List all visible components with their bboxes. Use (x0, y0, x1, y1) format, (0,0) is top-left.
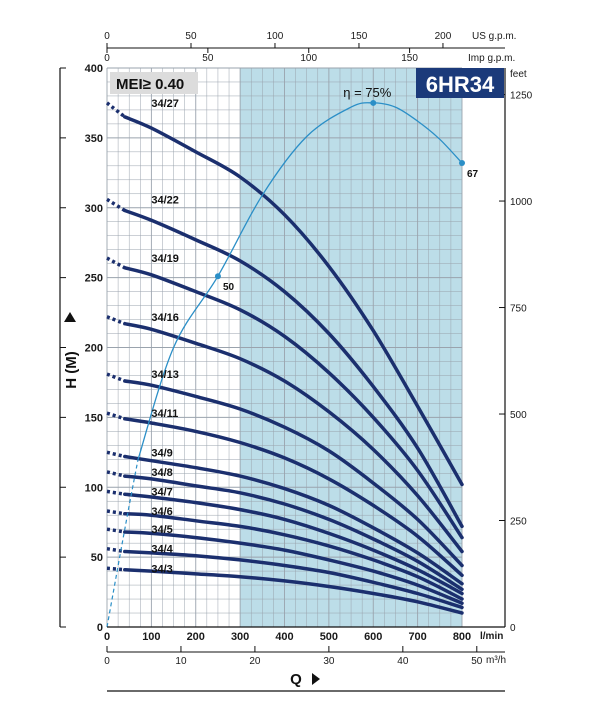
efficiency-marker (370, 99, 377, 106)
efficiency-curve (137, 102, 463, 460)
curve-label-34-16: 34/16 (151, 312, 179, 324)
curve-34-11 (123, 417, 464, 578)
curve-label-34-22: 34/22 (151, 194, 179, 206)
feet-tick-label: 1250 (510, 91, 533, 102)
curve-label-34-4: 34/4 (151, 544, 173, 556)
usgpm-tick-label: 100 (267, 31, 284, 42)
curve-dashed-34-9 (106, 450, 126, 459)
curve-label-34-13: 34/13 (151, 369, 179, 381)
m3h-tick-label: 40 (397, 656, 409, 667)
curve-34-8 (123, 474, 464, 592)
curve-dashed-34-4 (106, 546, 126, 554)
m3h-tick-label: 50 (471, 656, 483, 667)
efficiency-curve-dashed (106, 459, 139, 628)
curve-34-13 (123, 379, 464, 568)
impgpm-tick-label: 50 (202, 53, 214, 64)
curve-dashed-34-7 (106, 489, 126, 496)
feet-tick-label: 500 (510, 410, 527, 421)
m3h-tick-label: 0 (104, 656, 110, 667)
usgpm-tick-label: 200 (435, 31, 452, 42)
model-badge: 6HR34 (426, 72, 495, 97)
curve-34-16 (123, 321, 464, 554)
x-unit-top1: US g.p.m. (472, 31, 516, 42)
curve-label-34-8: 34/8 (151, 467, 172, 479)
y-unit-right: feet (510, 69, 527, 80)
x-unit-bottom: m³/h (486, 655, 506, 666)
curve-34-7 (123, 492, 464, 596)
curve-34-3 (123, 567, 464, 615)
x-tick-label: 500 (320, 631, 338, 643)
y-tick-label: 0 (97, 622, 103, 634)
curve-dashed-34-16 (106, 315, 126, 326)
feet-tick-label: 0 (510, 623, 516, 634)
impgpm-tick-label: 0 (104, 53, 110, 64)
y-tick-label: 300 (85, 203, 103, 215)
x-tick-label: 0 (104, 631, 110, 643)
m3h-tick-label: 20 (249, 656, 261, 667)
mei-label: MEI≥ 0.40 (116, 76, 184, 93)
y-tick-label: 350 (85, 133, 103, 145)
x-tick-label: 200 (187, 631, 205, 643)
curve-34-9 (123, 454, 464, 586)
y-tick-label: 150 (85, 412, 103, 424)
curve-34-5 (123, 530, 464, 605)
x-tick-label: 100 (142, 631, 160, 643)
mei-box (110, 72, 198, 94)
curve-dashed-34-13 (106, 372, 126, 383)
curve-dashed-34-11 (106, 411, 126, 421)
m3h-tick-label: 10 (175, 656, 187, 667)
curve-dashed-34-3 (106, 566, 125, 572)
x-tick-label: 300 (231, 631, 249, 643)
curve-label-34-6: 34/6 (151, 506, 172, 518)
curve-34-6 (123, 512, 464, 601)
efficiency-marker-label: 50 (223, 282, 235, 293)
x-tick-label: 800 (453, 631, 471, 643)
model-badge-box (416, 68, 504, 98)
x-unit-top2: Imp g.p.m. (468, 53, 515, 64)
efficiency-marker-label: 67 (467, 169, 479, 180)
x-unit-main: l/min (480, 631, 503, 642)
curve-label-34-5: 34/5 (151, 524, 172, 536)
feet-tick-label: 750 (510, 304, 527, 315)
curve-label-34-9: 34/9 (151, 447, 172, 459)
curve-label-34-3: 34/3 (151, 563, 172, 575)
curve-label-34-11: 34/11 (151, 408, 178, 420)
y-tick-label: 400 (85, 63, 103, 75)
impgpm-tick-label: 100 (300, 53, 317, 64)
feet-tick-label: 250 (510, 517, 527, 528)
usgpm-tick-label: 150 (351, 31, 368, 42)
x-tick-label: 700 (408, 631, 426, 643)
curve-dashed-34-8 (106, 470, 126, 478)
x-tick-label: 400 (275, 631, 293, 643)
x-tick-label: 600 (364, 631, 382, 643)
y-axis-title: H (M) (63, 351, 80, 389)
m3h-tick-label: 30 (323, 656, 335, 667)
curve-34-22 (123, 208, 464, 529)
curve-label-34-19: 34/19 (151, 253, 179, 265)
curve-34-4 (123, 549, 464, 610)
curve-34-27 (123, 115, 464, 487)
x-axis-title: Q (290, 671, 302, 688)
efficiency-label: η = 75% (343, 85, 392, 100)
curve-dashed-34-6 (106, 509, 126, 516)
curve-dashed-34-5 (106, 527, 126, 534)
y-tick-label: 200 (85, 343, 103, 355)
x-axis-arrow-icon (312, 673, 320, 685)
efficiency-marker (459, 160, 465, 167)
curve-label-34-7: 34/7 (151, 486, 172, 498)
y-tick-label: 250 (85, 273, 103, 285)
y-tick-label: 100 (85, 482, 103, 494)
usgpm-tick-label: 50 (185, 31, 197, 42)
usgpm-tick-label: 0 (104, 31, 110, 42)
curve-34-19 (123, 266, 464, 540)
efficiency-marker (214, 273, 221, 280)
y-axis-arrow-icon (64, 312, 76, 322)
curve-label-34-27: 34/27 (151, 98, 179, 110)
feet-tick-label: 1000 (510, 197, 533, 208)
impgpm-tick-label: 150 (401, 53, 418, 64)
y-tick-label: 50 (91, 552, 103, 564)
